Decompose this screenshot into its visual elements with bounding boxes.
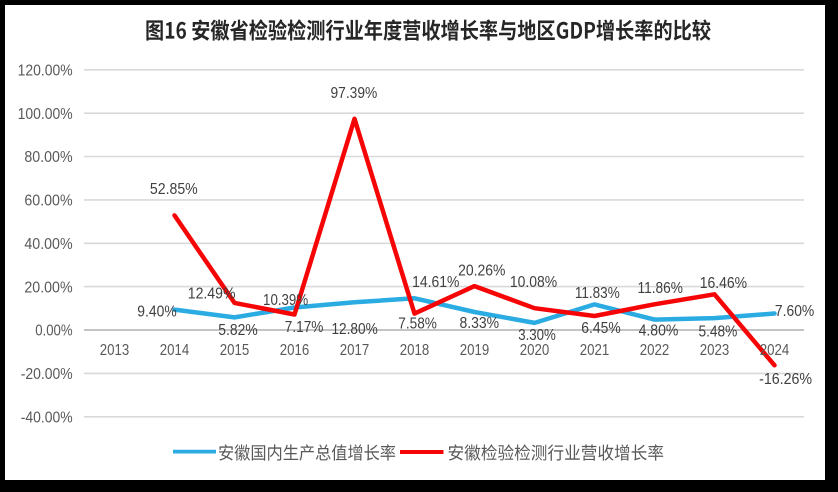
svg-text:80.00%: 80.00% xyxy=(24,149,72,166)
svg-text:2023: 2023 xyxy=(700,342,730,359)
svg-text:12.80%: 12.80% xyxy=(331,321,377,338)
svg-text:8.33%: 8.33% xyxy=(459,315,499,332)
svg-text:3.30%: 3.30% xyxy=(518,327,556,344)
svg-text:9.40%: 9.40% xyxy=(137,304,176,321)
svg-text:5.82%: 5.82% xyxy=(218,322,257,339)
svg-text:-20.00%: -20.00% xyxy=(21,366,73,383)
svg-text:2021: 2021 xyxy=(580,342,610,359)
svg-text:40.00%: 40.00% xyxy=(24,236,72,253)
svg-text:2020: 2020 xyxy=(520,342,550,359)
svg-text:97.39%: 97.39% xyxy=(331,85,378,102)
svg-text:4.80%: 4.80% xyxy=(639,322,679,339)
svg-text:2014: 2014 xyxy=(160,342,190,359)
svg-text:-16.26%: -16.26% xyxy=(759,371,812,388)
svg-text:0.00%: 0.00% xyxy=(35,323,72,340)
svg-text:2018: 2018 xyxy=(400,342,430,359)
svg-text:20.00%: 20.00% xyxy=(24,279,72,296)
svg-text:20.26%: 20.26% xyxy=(458,262,505,279)
svg-text:7.17%: 7.17% xyxy=(285,319,324,336)
svg-text:10.08%: 10.08% xyxy=(510,274,557,291)
svg-text:11.86%: 11.86% xyxy=(638,280,683,297)
svg-text:6.45%: 6.45% xyxy=(581,320,620,337)
svg-text:10.39%: 10.39% xyxy=(263,292,308,309)
svg-text:2017: 2017 xyxy=(340,342,370,359)
svg-text:52.85%: 52.85% xyxy=(150,181,198,198)
svg-text:2015: 2015 xyxy=(220,342,250,359)
svg-text:2022: 2022 xyxy=(640,342,670,359)
svg-text:2016: 2016 xyxy=(280,342,310,359)
svg-text:100.00%: 100.00% xyxy=(18,106,73,123)
svg-text:12.49%: 12.49% xyxy=(188,285,236,302)
svg-text:-40.00%: -40.00% xyxy=(21,410,73,427)
svg-text:2019: 2019 xyxy=(460,342,490,359)
svg-text:11.83%: 11.83% xyxy=(575,285,620,302)
svg-text:2013: 2013 xyxy=(100,342,130,359)
svg-text:5.48%: 5.48% xyxy=(698,323,737,340)
svg-text:7.60%: 7.60% xyxy=(775,303,814,320)
svg-text:7.58%: 7.58% xyxy=(398,315,437,332)
svg-text:16.46%: 16.46% xyxy=(700,275,747,292)
svg-text:120.00%: 120.00% xyxy=(18,63,73,80)
svg-text:60.00%: 60.00% xyxy=(24,193,72,210)
svg-text:2024: 2024 xyxy=(760,342,790,359)
svg-text:14.61%: 14.61% xyxy=(412,274,459,291)
